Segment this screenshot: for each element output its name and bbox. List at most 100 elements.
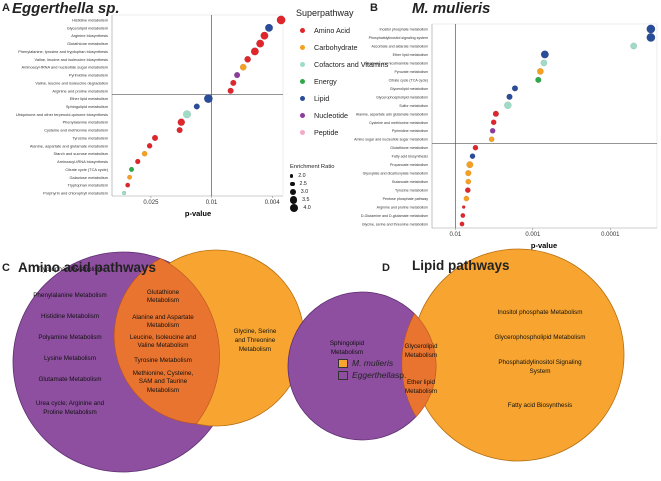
chart-b-category-label: Glycine, serine and threonine metabolism: [362, 223, 428, 227]
legend-label: Carbohydrate: [314, 43, 358, 52]
size-legend-item: 3.5: [290, 196, 360, 204]
venn-c-overlap-region: [113, 258, 220, 425]
chart-b-category-label: Fatty acid biosynthesis: [392, 155, 429, 159]
size-legend-title: Enrichment Ratio: [290, 164, 335, 170]
chart-a-point: [129, 166, 135, 172]
chart-b-category-label: Inositol phosphate metabolism: [379, 28, 428, 32]
chart-a-tick-label: 0.025: [143, 200, 159, 206]
chart-a-point: [141, 150, 148, 157]
chart-b-category-label: Ascorbate and aldarate metabolism: [371, 44, 428, 48]
chart-a-category-label: Histidine metabolism: [72, 18, 108, 23]
chart-a: Histidine metabolism Glycerolipid metabol…: [16, 14, 286, 218]
chart-b-point: [489, 127, 496, 134]
chart-b-point: [465, 178, 472, 185]
venn-d-mulieris-pathway: Phosphatidylinositol Signaling: [498, 359, 582, 366]
venn-c-eggerthella-pathway: Histidine Metabolism: [41, 313, 99, 320]
chart-b-category-label: Glycerolipid metabolism: [390, 87, 428, 91]
chart-a-point: [250, 47, 259, 56]
venn-d-mulieris-pathway: System: [530, 368, 551, 375]
panel-d-letter: D: [382, 262, 390, 274]
venn-legend-eggerthella: Eggerthella sp.: [338, 369, 406, 381]
chart-b-category-label: Tyrosine metabolism: [395, 189, 428, 193]
legend-color-dot: [300, 96, 305, 101]
legend-item: Lipid: [296, 90, 396, 107]
chart-b-point: [646, 24, 656, 34]
size-legend-dot: [290, 189, 296, 195]
chart-a-point: [135, 158, 141, 165]
chart-a-category-label: Ether lipid metabolism: [70, 96, 108, 101]
chart-a-point: [203, 94, 213, 103]
chart-b-point: [535, 76, 542, 83]
venn-d-shared-pathway: Ether lipid: [407, 379, 435, 386]
legend-label: Energy: [314, 77, 337, 86]
legend-item: Carbohydrate: [296, 39, 396, 56]
chart-b-tick-label: 0.0001: [601, 232, 620, 238]
venn-d-eggerthella-pathway: Metabolism: [331, 349, 363, 356]
chart-b-tick-label: 0.01: [449, 232, 461, 238]
chart-a-point: [234, 71, 241, 79]
legend-label: Cofactors and Vitamins: [314, 60, 389, 69]
chart-a-point: [127, 174, 132, 180]
chart-b-point: [465, 170, 472, 177]
panel-b-letter: B: [370, 2, 378, 14]
chart-b-category-label: Glutathione metabolism: [390, 146, 428, 150]
venn-c-shared-pathway: Glutathione: [147, 289, 180, 296]
chart-b-category-label: Amino sugar and nucleotide sugar metabol…: [354, 138, 428, 142]
panel-d-title: Lipid pathways: [412, 258, 510, 273]
chart-b: Inositol phosphate metabolism Phosphatidy…: [354, 23, 658, 250]
venn-c-mulieris-pathway: Glycine, Serine: [234, 328, 277, 335]
legend-item: Nucleotide: [296, 107, 396, 124]
venn-c-shared-pathway: Valine Metabolism: [138, 342, 189, 349]
chart-a-point: [227, 87, 234, 94]
eggerthella-label: Eggerthella: [352, 370, 396, 380]
venn-amino-acid: Tryptophan Metabolism Phenylalanine Metab…: [12, 249, 305, 473]
size-legend-item: 2.5: [290, 180, 360, 188]
chart-b-category-label: Butanoate metabolism: [392, 180, 428, 184]
legend-label: Nucleotide: [314, 111, 348, 120]
chart-b-point: [540, 50, 549, 59]
venn-c-eggerthella-pathway: Urea cycle; Arginine and: [36, 400, 105, 407]
panel-a-letter: A: [2, 2, 10, 14]
legend-color-dot: [300, 79, 305, 84]
venn-d-shared-pathway: Metabolism: [405, 352, 437, 359]
chart-a-category-label: Cysteine and methionine metabolism: [44, 128, 108, 133]
chart-b-category-label: Ether lipid metabolism: [393, 53, 428, 57]
size-legend-dot: [290, 181, 295, 187]
chart-b-point: [630, 42, 637, 50]
size-legend-label: 4.0: [303, 205, 311, 211]
chart-b-point: [511, 85, 519, 92]
chart-b-point: [646, 33, 656, 42]
chart-a-category-label: Porphyrin and chlorophyll metabolism: [43, 191, 108, 196]
venn-c-eggerthella-pathway: Phenylalanine Metabolism: [33, 292, 107, 299]
venn-c-eggerthella-pathway: Polyamine Metabolism: [38, 334, 101, 341]
venn-lipid: Sphingolipid Metabolism Glycerolipid Metab…: [287, 248, 625, 462]
chart-b-point: [537, 68, 544, 75]
size-legend-label: 3.0: [300, 189, 309, 195]
chart-a-point: [230, 79, 237, 86]
panel-b-title: M. mulieris: [412, 0, 491, 17]
chart-a-category-label: Phenylalanine metabolism: [63, 120, 108, 125]
chart-b-category-label: Glyoxylate and dicarboxylate metabolism: [363, 172, 428, 176]
legend-color-dot: [300, 113, 305, 118]
venn-c-shared-pathway: Tyrosine Metabolism: [134, 357, 192, 364]
chart-b-category-label: Citrate cycle (TCA cycle): [389, 78, 428, 82]
chart-a-point: [183, 110, 191, 119]
size-legend-dot: [290, 174, 294, 178]
venn-c-shared-pathway: Metabolism: [147, 297, 179, 304]
chart-a-point: [260, 31, 269, 40]
chart-a-tick-label: 0.01: [206, 200, 218, 206]
chart-b-point: [466, 161, 474, 169]
chart-b-category-label: Pentose phosphate pathway: [383, 197, 429, 201]
legend-color-dot: [300, 130, 305, 135]
venn-c-mulieris-pathway: Metabolism: [239, 346, 271, 353]
chart-b-point: [492, 110, 499, 117]
chart-a-point: [176, 127, 183, 134]
chart-b-point: [540, 59, 548, 67]
chart-a-point: [121, 190, 127, 196]
panel-c-title: Amino acid pathways: [18, 260, 157, 275]
chart-b-category-label: Sulfur metabolism: [399, 104, 428, 108]
venn-c-shared-pathway: Alanine and Aspartate: [132, 314, 194, 321]
venn-c-shared-pathway: Metabolism: [147, 322, 179, 329]
